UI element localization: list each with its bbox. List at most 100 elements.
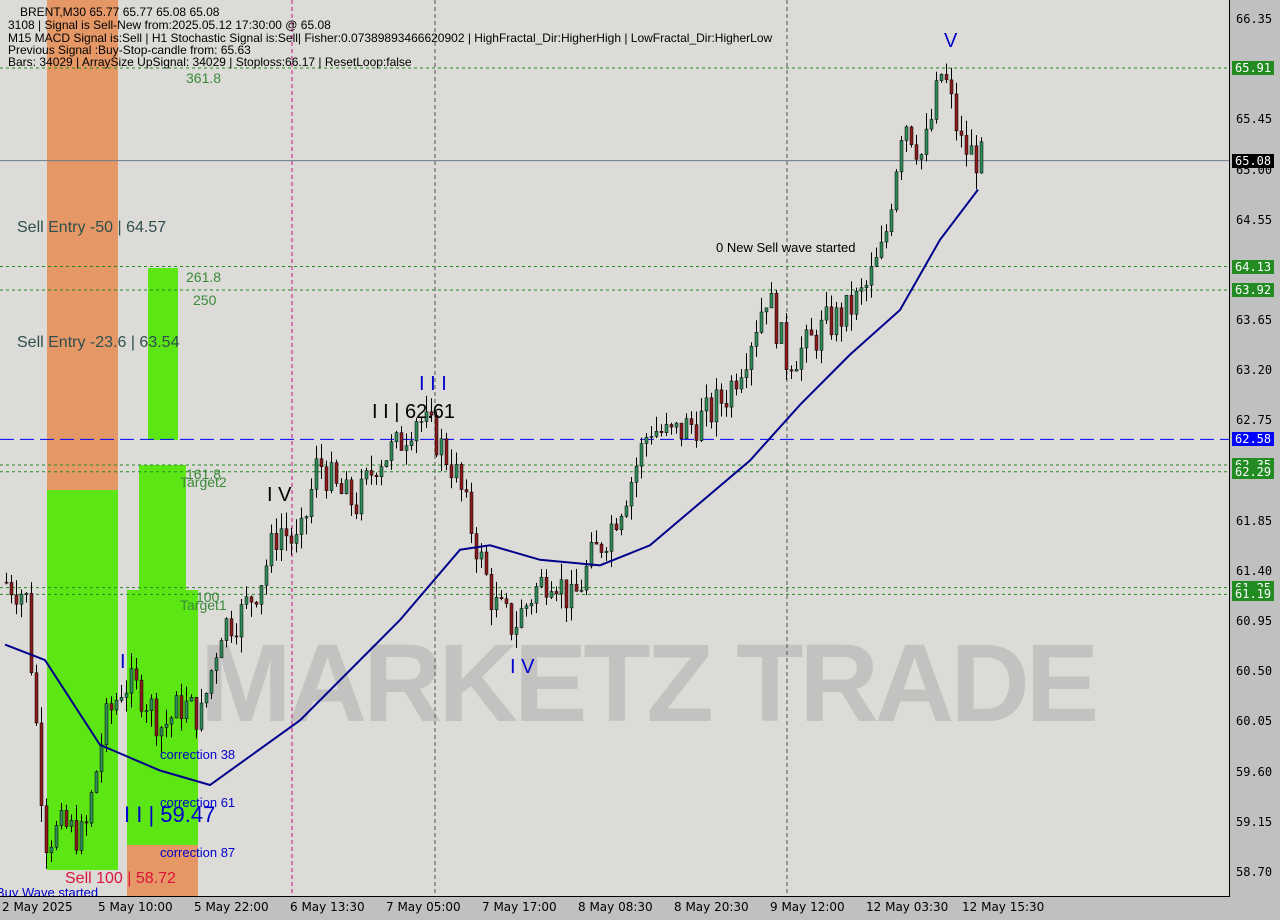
wave-i-label: I bbox=[120, 651, 126, 673]
candle-body bbox=[789, 369, 794, 372]
wave-v-label: V bbox=[944, 30, 958, 52]
candle-body bbox=[149, 698, 154, 711]
candle-body bbox=[469, 491, 474, 534]
candle-body bbox=[854, 290, 859, 315]
fib-100: 100 bbox=[196, 589, 220, 605]
candle-body bbox=[569, 583, 574, 609]
wave-ii-label: I I | 62.61 bbox=[372, 401, 456, 423]
candle-body bbox=[509, 603, 514, 635]
candle-body bbox=[819, 319, 824, 351]
y-tick-label: 63.65 bbox=[1236, 313, 1273, 328]
candle-body bbox=[944, 74, 949, 81]
candle-body bbox=[429, 411, 434, 416]
candle-body bbox=[764, 307, 769, 313]
candle-body bbox=[769, 292, 774, 309]
candle-body bbox=[644, 437, 649, 444]
candle-body bbox=[614, 523, 619, 531]
candle-body bbox=[754, 332, 759, 347]
candle-body bbox=[609, 523, 614, 552]
candle-body bbox=[524, 605, 529, 609]
candle-body bbox=[824, 306, 829, 321]
correction-38: correction 38 bbox=[160, 747, 236, 762]
candle-body bbox=[489, 574, 494, 611]
candle-body bbox=[724, 403, 729, 408]
candle-body bbox=[304, 516, 309, 519]
header-previous-signal: Previous Signal :Buy-Stop-candle from: 6… bbox=[8, 43, 251, 57]
candle-body bbox=[374, 474, 379, 478]
candle-body bbox=[484, 551, 489, 575]
candle-body bbox=[964, 135, 969, 155]
candle-body bbox=[109, 703, 114, 711]
x-tick-label: 7 May 05:00 bbox=[386, 900, 461, 914]
y-tick-label: 59.15 bbox=[1236, 814, 1273, 829]
candle-body bbox=[649, 436, 654, 438]
candle-body bbox=[274, 533, 279, 550]
candle-body bbox=[174, 695, 179, 719]
moving-average-line bbox=[4, 188, 979, 787]
fib-zone-middle bbox=[139, 465, 186, 590]
target2-label: Target2 bbox=[180, 474, 227, 490]
candle-body bbox=[69, 820, 74, 827]
candle-body bbox=[319, 458, 324, 468]
candle-body bbox=[219, 640, 224, 659]
candle-body bbox=[179, 695, 184, 720]
candle-body bbox=[414, 421, 419, 442]
candle-body bbox=[9, 582, 14, 596]
correction-87: correction 87 bbox=[160, 845, 236, 860]
candle-body bbox=[874, 257, 879, 267]
y-tick-label: 65.45 bbox=[1236, 112, 1273, 127]
chart-plot-area[interactable]: MARKETZ TRADE BRENT,M30 65.77 65.77 65.0… bbox=[0, 0, 1230, 897]
wave-iv-b-label: I V bbox=[510, 656, 535, 678]
y-tick-label: 61.85 bbox=[1236, 513, 1273, 528]
candle-body bbox=[844, 294, 849, 327]
candle-body bbox=[289, 535, 294, 544]
fib-161-8: 161.8 bbox=[186, 466, 222, 482]
candle-body bbox=[209, 670, 214, 694]
candle-body bbox=[344, 479, 349, 495]
candle-body bbox=[809, 329, 814, 336]
sell-zone bbox=[47, 0, 118, 490]
sell-entry-23-6: Sell Entry -23.6 | 63.54 bbox=[17, 334, 180, 351]
candle-body bbox=[539, 576, 544, 587]
candle-body bbox=[299, 517, 304, 535]
candle-body bbox=[949, 79, 954, 95]
x-tick-label: 7 May 17:00 bbox=[482, 900, 557, 914]
candle-body bbox=[19, 593, 24, 605]
candle-body bbox=[804, 329, 809, 349]
x-tick-label: 5 May 22:00 bbox=[194, 900, 269, 914]
candle-body bbox=[669, 424, 674, 428]
candle-body bbox=[114, 700, 119, 711]
candle-body bbox=[554, 591, 559, 595]
candle-body bbox=[969, 145, 974, 155]
candle-body bbox=[829, 306, 834, 336]
y-tick-label: 63.20 bbox=[1236, 363, 1273, 378]
candle-body bbox=[259, 585, 264, 605]
candle-body bbox=[269, 533, 274, 567]
candle-body bbox=[119, 697, 124, 701]
correction-61: correction 61 bbox=[160, 795, 236, 810]
candle-body bbox=[774, 292, 779, 344]
candle-body bbox=[139, 679, 144, 712]
candle-body bbox=[434, 414, 439, 456]
candle-body bbox=[784, 322, 789, 370]
candle-body bbox=[659, 430, 664, 433]
x-tick-label: 8 May 08:30 bbox=[578, 900, 653, 914]
candle-body bbox=[589, 542, 594, 567]
candle-body bbox=[584, 565, 589, 591]
candle-body bbox=[409, 440, 414, 446]
candle-body bbox=[389, 441, 394, 461]
price-level-label: 61.19 bbox=[1232, 587, 1275, 602]
candle-body bbox=[534, 586, 539, 604]
candle-body bbox=[184, 700, 189, 720]
y-tick-label: 60.95 bbox=[1236, 614, 1273, 629]
chart-canvas bbox=[0, 0, 1229, 896]
candle-body bbox=[674, 422, 679, 428]
candle-body bbox=[229, 618, 234, 637]
candle-body bbox=[64, 810, 69, 827]
y-tick-label: 62.75 bbox=[1236, 413, 1273, 428]
x-tick-label: 5 May 10:00 bbox=[98, 900, 173, 914]
candle-body bbox=[134, 668, 139, 681]
candle-body bbox=[519, 608, 524, 628]
candle-body bbox=[629, 482, 634, 507]
buy-wave-label: Buy Wave started bbox=[0, 885, 99, 897]
